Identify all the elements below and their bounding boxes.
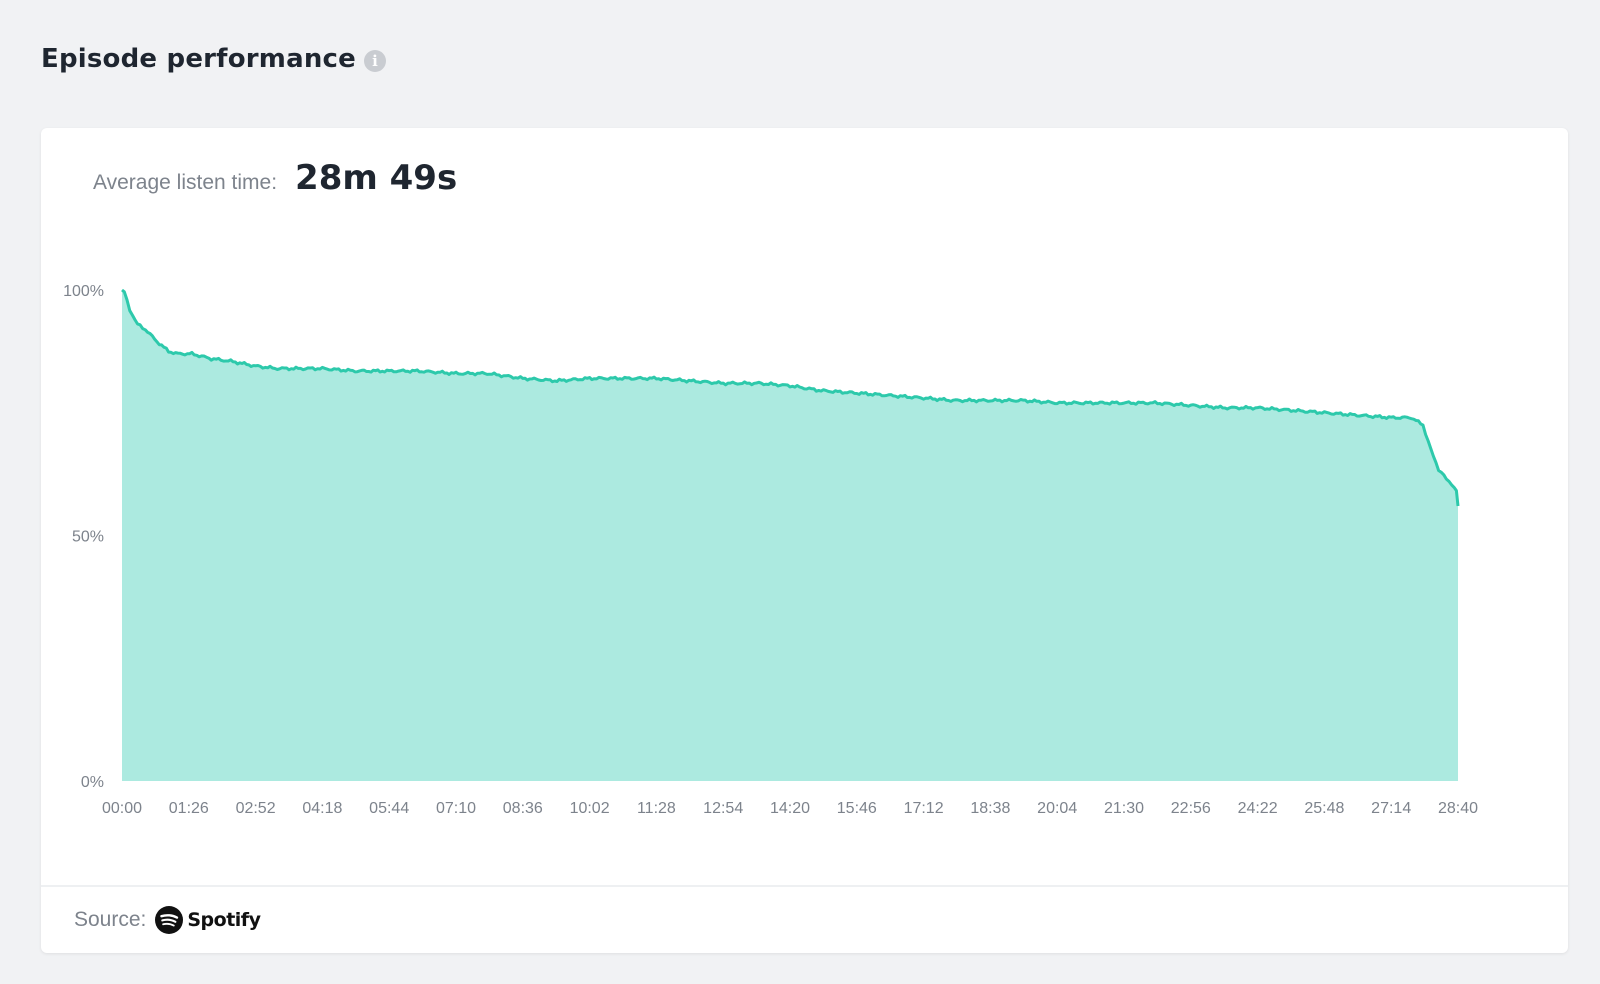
retention-line <box>121 288 1460 507</box>
x-tick-label: 20:04 <box>1037 800 1077 817</box>
y-axis-ticks: 100% 50% 0% <box>63 283 104 791</box>
x-tick-label: 02:52 <box>236 800 276 817</box>
chart-marks <box>121 288 1460 781</box>
x-tick-label: 12:54 <box>703 800 743 817</box>
average-listen-time: Average listen time: 28m 49s <box>93 158 457 198</box>
x-tick-label: 22:56 <box>1171 800 1211 817</box>
spotify-wordmark: Spotify <box>187 909 261 931</box>
spotify-icon <box>155 906 184 934</box>
card-footer: Source: Spotify <box>41 885 1568 953</box>
y-tick-label: 0% <box>81 774 104 791</box>
episode-performance-card: Average listen time: 28m 49s 100% 50% 0% 0… <box>41 128 1568 953</box>
x-tick-label: 05:44 <box>369 800 409 817</box>
x-tick-label: 10:02 <box>570 800 610 817</box>
retention-area <box>122 290 1458 781</box>
y-tick-label: 50% <box>72 529 104 546</box>
x-tick-label: 24:22 <box>1238 800 1278 817</box>
x-tick-label: 08:36 <box>503 800 543 817</box>
x-tick-label: 27:14 <box>1371 800 1411 817</box>
y-tick-label: 100% <box>63 283 104 300</box>
page-title: Episode performance <box>41 44 356 74</box>
page-header: Episode performance i <box>41 44 386 74</box>
x-tick-label: 15:46 <box>837 800 877 817</box>
x-tick-label: 01:26 <box>169 800 209 817</box>
x-tick-label: 28:40 <box>1438 800 1478 817</box>
info-icon[interactable]: i <box>363 50 386 72</box>
spotify-logo: Spotify <box>155 906 261 934</box>
x-tick-label: 25:48 <box>1304 800 1344 817</box>
retention-chart: 100% 50% 0% 00:00 01:26 02:52 04:18 05:44 07:10… <box>63 283 1478 817</box>
x-tick-label: 18:38 <box>970 800 1010 817</box>
x-tick-label: 17:12 <box>904 800 944 817</box>
x-tick-label: 11:28 <box>637 800 676 817</box>
x-tick-label: 00:00 <box>102 800 142 817</box>
x-tick-label: 07:10 <box>436 800 476 817</box>
average-listen-time-label: Average listen time: <box>93 171 278 194</box>
source-label: Source: <box>74 908 147 931</box>
x-tick-label: 04:18 <box>302 800 342 817</box>
x-axis-ticks: 00:00 01:26 02:52 04:18 05:44 07:10 08:36 10:02… <box>102 800 1478 817</box>
average-listen-time-value: 28m 49s <box>295 158 458 198</box>
x-tick-label: 14:20 <box>770 800 810 817</box>
x-tick-label: 21:30 <box>1104 800 1144 817</box>
